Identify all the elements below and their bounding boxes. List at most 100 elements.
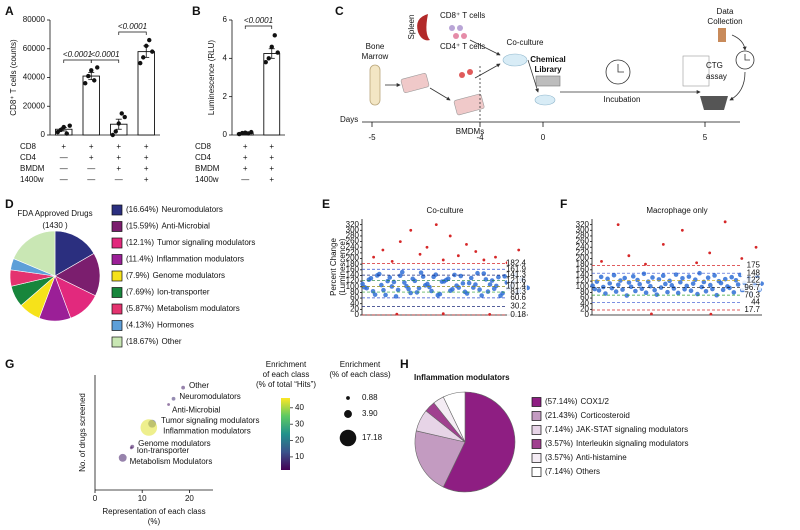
diagram-panel: C Bone Marrow Spleen CD8⁺ T cells CD4⁺ T… [335, 4, 755, 142]
data-point [385, 278, 390, 284]
data-point [266, 56, 271, 61]
threshold-label-bg [507, 277, 527, 284]
data-point [665, 289, 670, 295]
threshold-label-bg [741, 270, 761, 277]
legend-name: JAK-STAT signaling modulators [576, 425, 688, 434]
data-point [754, 245, 758, 249]
panel-label: C [335, 4, 344, 18]
data-point [488, 313, 492, 316]
data-point [494, 283, 499, 289]
data-point [360, 281, 365, 287]
panel-label: A [5, 4, 14, 18]
data-point [605, 276, 610, 282]
threshold-label-bg [741, 292, 761, 299]
condition-label: BMDM [195, 164, 220, 173]
data-point [381, 287, 386, 293]
bubble [181, 385, 185, 390]
x-axis-title: Representation of each class [102, 507, 205, 516]
data-point [416, 285, 422, 291]
x-axis-title: (%) [148, 517, 161, 526]
data-point [633, 288, 638, 294]
legend-swatch [111, 287, 123, 298]
y-tick-label: 40 [580, 299, 589, 308]
data-point [594, 279, 600, 284]
data-point [643, 290, 649, 295]
data-point [441, 312, 445, 315]
data-point [590, 283, 595, 288]
panel-label: F [560, 197, 567, 211]
legend-value: (3.57%) [545, 453, 573, 462]
data-point [723, 220, 727, 224]
legend-label: (16.64%) Neuromodulators [126, 205, 223, 214]
data-point [95, 65, 100, 70]
diagram-label: BMDMs [456, 127, 484, 136]
size-legend-label: 3.90 [362, 409, 378, 418]
dish-icon [502, 53, 528, 67]
dish-icon [534, 94, 556, 106]
data-point [720, 287, 726, 293]
data-point [445, 276, 451, 281]
data-point [389, 284, 395, 289]
condition-value: + [89, 142, 94, 151]
data-point [707, 282, 713, 288]
y-tick-label: 80000 [23, 15, 46, 24]
legend-swatch [531, 411, 542, 421]
data-point [705, 275, 711, 281]
legend-label: (7.9%) Genome modulators [126, 271, 225, 280]
y-tick-label: 200 [346, 254, 360, 263]
legend-swatch [111, 204, 123, 216]
data-point [249, 129, 254, 135]
data-point [678, 279, 683, 285]
y-tick-label: 80 [350, 288, 359, 297]
legend-swatch [111, 237, 123, 249]
data-point [372, 292, 378, 297]
data-point [645, 279, 651, 284]
size-legend-marker [339, 429, 357, 447]
cell-icon [461, 33, 467, 39]
legend-value: (7.69%) [126, 288, 154, 297]
legend-value: (7.14%) [545, 467, 573, 476]
data-point [475, 270, 480, 276]
condition-value: + [269, 164, 274, 173]
data-point [402, 280, 407, 285]
threshold-label: 175 [747, 261, 761, 270]
data-point [690, 281, 696, 286]
diagram-label: Chemical [530, 55, 566, 64]
legend-label: (7.69%) Ion-transporter [126, 288, 210, 297]
data-point [387, 275, 393, 280]
size-legend-marker [346, 396, 350, 400]
colorbar-tick-label: 40 [295, 403, 304, 412]
legend-label: (11.4%) Inflammation modulators [126, 255, 244, 264]
data-point [64, 131, 69, 136]
legend-value: (5.87%) [126, 304, 154, 313]
data-point [654, 292, 660, 297]
data-point [627, 254, 631, 258]
y-tick-label: 2 [223, 92, 228, 101]
condition-value: + [116, 142, 121, 151]
data-point [663, 281, 668, 287]
diagram-label: Co-culture [507, 38, 544, 47]
arrow [469, 39, 501, 56]
size-legend-title: Enrichment [340, 360, 381, 369]
data-point [626, 280, 632, 285]
legend-name: Other [161, 337, 181, 346]
legend-name: Others [576, 467, 600, 476]
y-tick-label: 160 [576, 265, 590, 274]
timeline-label: 0 [541, 133, 546, 142]
y-tick-label: 260 [576, 237, 590, 246]
y-tick-label: 40000 [23, 73, 46, 82]
data-point [458, 273, 464, 279]
data-point [708, 251, 712, 255]
diagram-label: Marrow [362, 52, 389, 61]
data-point [414, 290, 420, 295]
y-tick-label: 20 [350, 304, 359, 313]
data-point [733, 277, 739, 283]
data-point [598, 274, 604, 280]
data-point [119, 111, 124, 116]
threshold-label: 96.7 [744, 283, 760, 292]
data-point [624, 293, 630, 298]
data-point [671, 286, 677, 291]
bar [263, 53, 281, 136]
legend-swatch [531, 397, 542, 407]
y-tick-label: 120 [346, 276, 360, 285]
